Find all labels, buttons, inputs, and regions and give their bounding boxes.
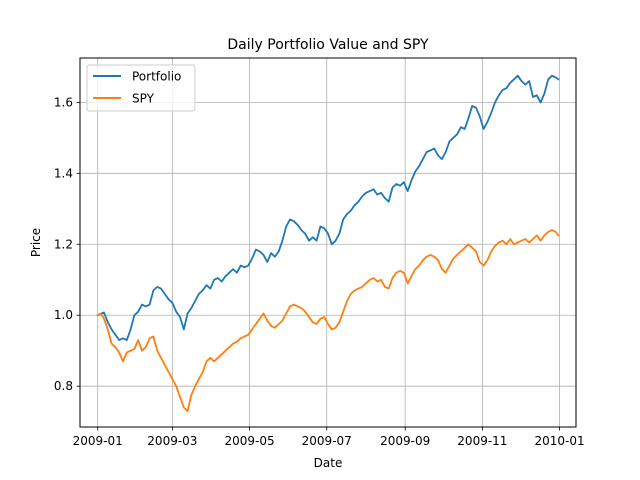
chart-title: Daily Portfolio Value and SPY xyxy=(227,37,429,53)
x-tick-label: 2009-03 xyxy=(147,434,197,448)
legend: Portfolio SPY xyxy=(87,65,195,111)
y-axis-label: Price xyxy=(29,228,43,257)
x-tick-label: 2010-01 xyxy=(534,434,584,448)
y-tick-label: 0.8 xyxy=(54,379,73,393)
y-tick-label: 1.0 xyxy=(54,308,73,322)
plot-area xyxy=(80,58,576,427)
y-tick-label: 1.2 xyxy=(54,237,73,251)
legend-spy-label: SPY xyxy=(132,92,155,106)
x-tick-label: 2009-07 xyxy=(302,434,352,448)
x-tick-label: 2009-11 xyxy=(457,434,507,448)
x-tick-label: 2009-01 xyxy=(73,434,123,448)
legend-portfolio-label: Portfolio xyxy=(132,70,181,84)
y-tick-label: 1.4 xyxy=(54,166,73,180)
x-tick-label: 2009-09 xyxy=(380,434,430,448)
x-axis-label: Date xyxy=(314,456,343,470)
x-tick-label: 2009-05 xyxy=(224,434,274,448)
y-tick-label: 1.6 xyxy=(54,95,73,109)
